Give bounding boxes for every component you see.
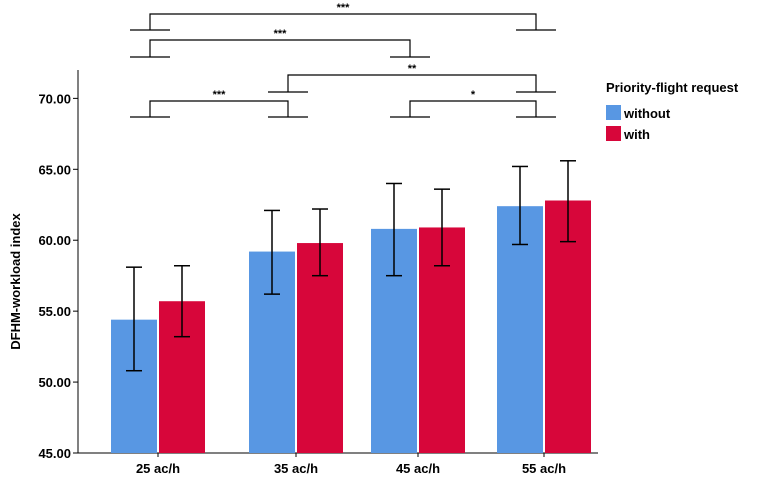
significance-bracket <box>409 100 537 117</box>
y-axis-title: DFHM-workload index <box>8 212 23 349</box>
error-bars <box>126 160 576 372</box>
x-tick-label: 55 ac/h <box>522 461 566 476</box>
significance-label: *** <box>213 89 227 101</box>
legend-swatch-without <box>606 105 621 120</box>
bar-with <box>545 200 591 453</box>
axes: 45.00 50.00 55.00 60.00 65.00 70.00 DFHM-workl… <box>8 70 598 476</box>
significance-brackets: *********** * <box>130 2 556 118</box>
x-tick-label: 45 ac/h <box>396 461 440 476</box>
significance-bracket <box>149 39 411 57</box>
x-tick-label: 25 ac/h <box>136 461 180 476</box>
y-tick-label: 55.00 <box>38 304 71 319</box>
y-tick-label: 50.00 <box>38 375 71 390</box>
legend-swatch-with <box>606 126 621 141</box>
y-tick-label: 70.00 <box>38 91 71 106</box>
y-tick-label: 45.00 <box>38 446 71 461</box>
bar-with <box>297 243 343 453</box>
significance-bracket <box>287 74 537 92</box>
y-tick-label: 65.00 <box>38 162 71 177</box>
significance-bracket <box>149 100 289 117</box>
legend-label-with: with <box>623 127 650 142</box>
significance-label: *** <box>337 2 351 14</box>
significance-label: ** <box>408 63 417 75</box>
bar-without <box>497 206 543 453</box>
legend-label-without: without <box>623 106 671 121</box>
significance-bracket <box>149 13 537 30</box>
bars <box>111 200 591 453</box>
legend: Priority-flight request without with <box>606 80 739 142</box>
legend-title: Priority-flight request <box>606 80 739 95</box>
x-tick-label: 35 ac/h <box>274 461 318 476</box>
y-tick-label: 60.00 <box>38 233 71 248</box>
significance-label: * <box>471 89 476 101</box>
significance-label: *** <box>274 28 288 40</box>
